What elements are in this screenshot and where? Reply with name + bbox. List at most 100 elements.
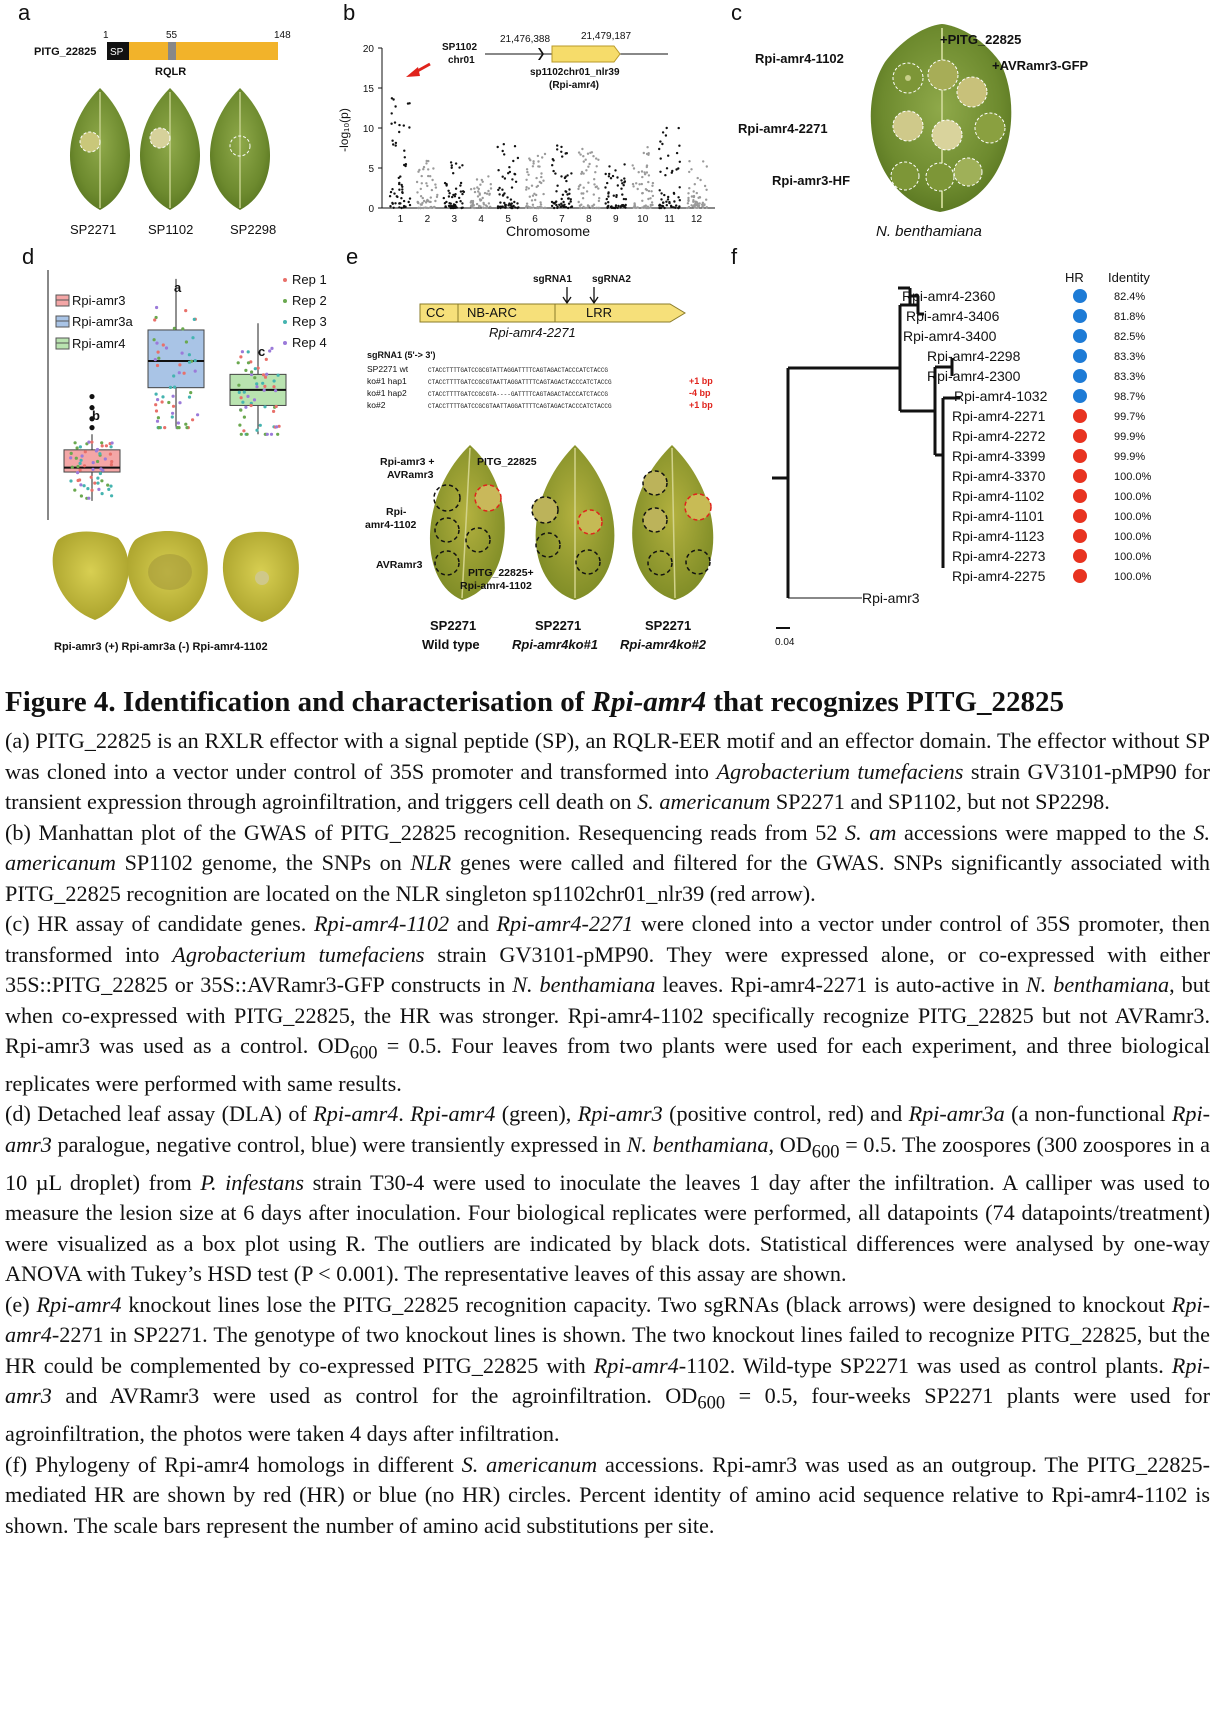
snp-point: [611, 174, 615, 178]
snp-point: [402, 199, 406, 203]
snp-point: [703, 184, 707, 188]
box-point: [173, 385, 177, 389]
snp-point: [408, 203, 412, 207]
snp-point: [427, 168, 430, 171]
box-point: [107, 487, 111, 491]
snp-point: [509, 198, 513, 201]
hr-positive-dot: [1073, 489, 1087, 503]
snp-point: [632, 185, 635, 188]
box-point: [242, 390, 246, 394]
panel-c: c Rpi-amr4-1102 Rpi-amr4-2271 Rpi-amr3-H…: [731, 0, 1089, 240]
snp-point: [651, 203, 654, 207]
caption-italic: Rpi-amr4-2271: [496, 911, 634, 936]
seq-row-mutation: -4 bp: [689, 388, 711, 398]
infiltration-spots: [890, 59, 1006, 192]
box-point: [275, 425, 279, 429]
seq-row-mutation: +1 bp: [689, 400, 713, 410]
caption-italic: Rpi-amr3: [577, 1101, 663, 1127]
box-point: [76, 478, 80, 483]
snp-point: [461, 202, 464, 205]
snp-point: [454, 187, 458, 190]
snp-point: [595, 185, 598, 188]
snp-point: [429, 175, 432, 178]
snp-point: [540, 181, 543, 185]
taxon-identity: 82.4%: [1114, 291, 1145, 303]
snp-point: [469, 188, 473, 191]
snp-point: [512, 159, 515, 163]
caption-italic: S. americanum: [461, 1451, 598, 1477]
caption-italic: S. am: [845, 819, 897, 845]
snp-point: [555, 203, 558, 207]
snp-point: [510, 202, 513, 205]
box-point: [193, 369, 197, 373]
snp-point: [460, 206, 463, 210]
hr-positive-dot: [1073, 469, 1087, 483]
snp-point: [693, 206, 696, 209]
caption-subscript: 600: [349, 1043, 378, 1064]
snp-point: [641, 175, 644, 179]
caption-text: (f) Phylogeny of Rpi-amr4 homologs in di…: [5, 1451, 462, 1477]
red-arrow-head: [406, 67, 420, 77]
snp-point: [514, 206, 517, 209]
snp-point: [690, 168, 693, 171]
box-plot: [63, 278, 287, 501]
snp-point: [646, 206, 649, 210]
snp-point: [419, 206, 422, 210]
snp-point: [525, 202, 529, 205]
leaf-label-pitg: PITG_22825: [477, 456, 537, 468]
snp-point: [458, 196, 461, 200]
snp-point: [651, 194, 655, 198]
snp-point: [564, 175, 567, 178]
taxon-name: Rpi-amr4-3400: [903, 328, 997, 344]
snp-point: [531, 203, 535, 206]
snp-point: [525, 178, 528, 181]
caption-paragraph-b: (b) Manhattan plot of the GWAS of PITG_2…: [5, 818, 1210, 910]
snp-point: [668, 200, 671, 204]
box-point: [100, 492, 104, 496]
taxon-name: Rpi-amr4-1123: [952, 528, 1045, 544]
caption-text: strain T30-4 were used to inoculate the …: [5, 1169, 1210, 1287]
snp-point: [507, 172, 510, 175]
snp-point: [552, 201, 555, 205]
snp-point: [406, 102, 410, 105]
snp-point: [401, 185, 404, 188]
snp-point: [503, 201, 506, 205]
signal-peptide-label: SP: [110, 47, 124, 58]
x-axis-label: Chromosome: [506, 223, 590, 239]
snp-point: [577, 187, 580, 191]
hr-negative-dot: [1073, 369, 1087, 383]
box-point: [79, 458, 83, 462]
snp-point: [584, 206, 587, 210]
snp-point: [427, 174, 430, 178]
taxon-identity: 83.3%: [1114, 371, 1145, 383]
snp-point: [645, 171, 649, 174]
box-point: [73, 488, 77, 492]
snp-point: [497, 205, 501, 208]
snp-point: [705, 188, 708, 191]
box-point: [242, 415, 246, 419]
snp-point: [504, 203, 507, 207]
snp-point: [615, 195, 618, 199]
caption-text: (green),: [495, 1101, 578, 1127]
taxon-identity: 100.0%: [1114, 511, 1152, 523]
snp-point: [554, 201, 557, 204]
snp-point: [402, 124, 405, 127]
snp-point: [580, 192, 583, 195]
taxon-name: Rpi-amr4-1101: [952, 508, 1045, 524]
caption-text: genes were called and filtered for the G…: [5, 850, 1210, 906]
snp-point: [532, 160, 535, 163]
box-point: [263, 405, 267, 409]
snp-point: [560, 175, 563, 178]
snp-point: [398, 123, 401, 127]
box-point: [69, 479, 73, 483]
snp-point: [605, 197, 608, 201]
box-point: [184, 340, 188, 344]
taxon-name: Rpi-amr4-3399: [952, 448, 1046, 464]
snp-point: [482, 206, 485, 209]
rqlr-label: RQLR: [155, 66, 186, 78]
box-point: [249, 372, 254, 377]
snp-point: [390, 97, 394, 100]
snp-point: [650, 201, 654, 204]
taxon-name: Rpi-amr4-1032: [954, 388, 1048, 404]
